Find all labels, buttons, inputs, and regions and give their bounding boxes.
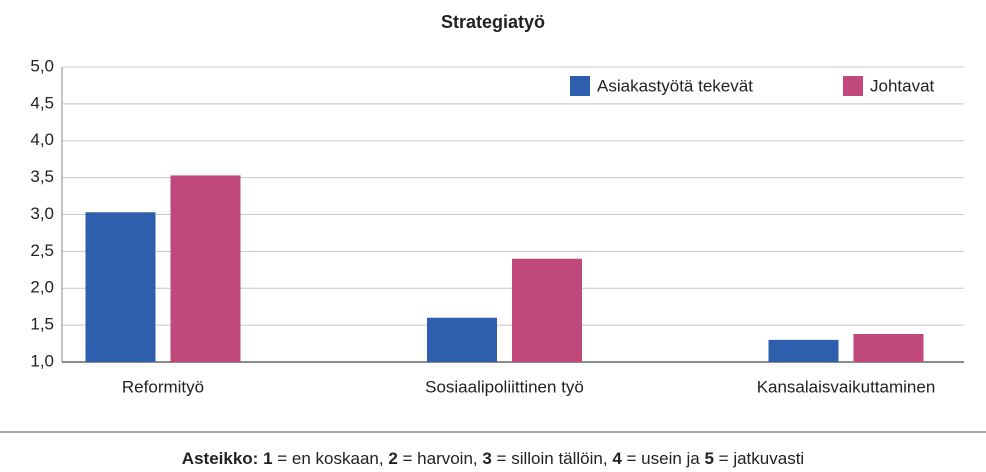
y-tick-label: 1,0 [30, 351, 54, 370]
footnote-part: = usein ja [622, 449, 705, 468]
footnote-part: = silloin tällöin, [492, 449, 612, 468]
bar [85, 212, 156, 362]
y-tick-label: 5,0 [30, 56, 54, 75]
footnote-part: = en koskaan, [273, 449, 389, 468]
chart-title: Strategiatyö [441, 12, 545, 32]
legend-swatch [843, 76, 863, 96]
y-tick-label: 2,0 [30, 278, 54, 297]
bar [512, 258, 582, 362]
footnote-part: = harvoin, [398, 449, 483, 468]
footnote-part: 5 [704, 449, 713, 468]
bar [170, 175, 241, 362]
x-tick-label: Reformityö [122, 377, 204, 396]
footnote-part: Asteikko: [182, 449, 259, 468]
bar [427, 317, 497, 362]
legend-swatch [570, 76, 590, 96]
bar [853, 333, 924, 362]
y-tick-label: 3,0 [30, 204, 54, 223]
x-tick-label: Kansalaisvaikuttaminen [757, 377, 936, 396]
y-tick-label: 2,5 [30, 241, 54, 260]
y-tick-label: 3,5 [30, 167, 54, 186]
bar [768, 339, 839, 362]
footnote-part: 3 [482, 449, 491, 468]
footnote-part: = jatkuvasti [714, 449, 804, 468]
footnote-part: 4 [612, 449, 622, 468]
legend-label: Johtavat [870, 76, 935, 95]
legend-label: Asiakastyötä tekevät [597, 76, 753, 95]
y-tick-label: 4,5 [30, 93, 54, 112]
y-tick-label: 4,0 [30, 130, 54, 149]
x-tick-label: Sosiaalipoliittinen työ [425, 377, 584, 396]
footnote: Asteikko: 1 = en koskaan, 2 = harvoin, 3… [182, 449, 804, 468]
footnote-part: 1 [263, 449, 272, 468]
y-tick-label: 1,5 [30, 315, 54, 334]
footnote-part: 2 [388, 449, 397, 468]
